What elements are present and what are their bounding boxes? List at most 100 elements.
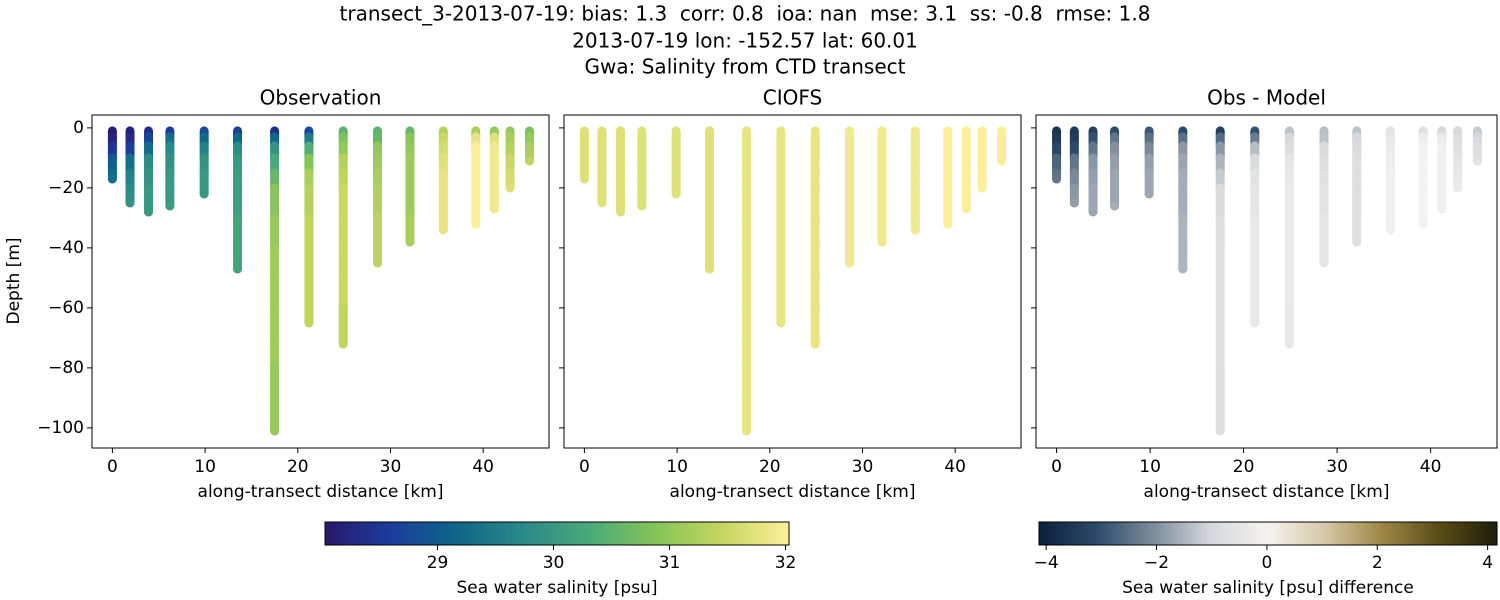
profile-point [338,183,348,223]
profile-point [1110,201,1120,211]
profile-point [977,183,987,193]
profile-point [1250,273,1260,328]
profile-point [338,213,348,253]
x-tick-label: 10 [1139,457,1161,477]
profile-point [438,225,448,235]
profile-point [338,339,348,349]
profile-point [1319,258,1329,268]
profile-point [1250,183,1260,223]
x-tick-label: 0 [579,457,590,477]
profile-point [1215,243,1225,283]
profile-point [1418,219,1428,229]
x-tick-label: 40 [944,457,966,477]
profile-point [776,318,786,328]
x-tick-label: 40 [1420,457,1442,477]
colorbar-tick-label: 32 [775,553,797,573]
profile-point [776,183,786,223]
plot-area [107,126,535,436]
profile-point [1215,183,1225,223]
profile-point [1215,393,1225,436]
profile-point [579,174,589,184]
profile-point [742,333,752,373]
panel-title: Observation [260,86,382,110]
profile-point [1284,273,1294,313]
profile-point [338,243,348,283]
profile-point [1284,339,1294,349]
profile-point [910,225,920,235]
profile-point [776,273,786,328]
profile-point [405,237,415,247]
x-tick-label: 20 [1233,457,1255,477]
y-tick-label: −20 [48,178,84,198]
profile-point [270,183,280,223]
x-tick-label: 30 [380,457,402,477]
y-tick-label: 0 [73,118,84,138]
x-tick-label: 10 [666,457,688,477]
profile-point [270,243,280,283]
profile-point [877,237,887,247]
profile-point [877,183,887,223]
profile-point [1385,225,1395,235]
profile-point [1215,273,1225,313]
profile-point [373,183,383,223]
profile-point [776,213,786,253]
profile-point [270,363,280,403]
profile-point [810,303,820,349]
suptitle: 2013-07-19 lon: -152.57 lat: 60.01 [572,29,918,53]
profile-point [438,183,448,223]
profile-point [338,273,348,313]
profile-point [1069,198,1079,208]
profile-point [1215,303,1225,343]
profile-point [1284,183,1294,223]
profile-point [270,393,280,436]
axes-frame [91,114,550,449]
profile-point [845,258,855,268]
profile-point [810,183,820,223]
profile-point [270,426,280,436]
profile-point [1215,213,1225,253]
profile-point [1088,207,1098,217]
colorbar-tick-label: 4 [1482,553,1493,573]
profile-point [233,213,243,253]
profile-point [1052,174,1062,184]
y-tick-label: −100 [37,418,84,438]
profile-point [810,273,820,313]
profile-point [525,156,535,166]
profile-point [373,258,383,268]
colorbar-tick-label: −4 [1034,553,1059,573]
profile-point [1178,183,1188,223]
profile-point [471,183,481,229]
colorbar [324,521,790,546]
profile-point [338,303,348,349]
profile-point [810,243,820,283]
x-axis-label: along-transect distance [km] [1144,482,1390,502]
axes-frame [563,114,1022,449]
profile-point [505,183,515,193]
profile-point [304,183,314,223]
profile-point [1319,213,1329,268]
profile-point [742,213,752,253]
y-tick-label: −60 [48,298,84,318]
profile-point [742,426,752,436]
colorbar-tick-label: 31 [659,553,681,573]
profile-point [810,339,820,349]
profile-point [1319,183,1329,223]
profile-point [199,189,209,199]
profile-point [705,213,715,253]
profile-point [742,243,752,283]
colorbar-label: Sea water salinity [psu] [457,578,658,598]
profile-point [1215,363,1225,403]
profile-point [597,198,607,208]
colorbar-tick-label: 29 [427,553,449,573]
profile-point [671,189,681,199]
profile-point [233,183,243,223]
x-tick-label: 10 [194,457,216,477]
profile-point [304,273,314,328]
profile-point [1352,183,1362,223]
colorbar-tick-label: 0 [1261,553,1272,573]
suptitle: Gwa: Salinity from CTD transect [585,55,906,79]
colorbar [1038,521,1498,546]
colorbar-tick-label: 2 [1372,553,1383,573]
